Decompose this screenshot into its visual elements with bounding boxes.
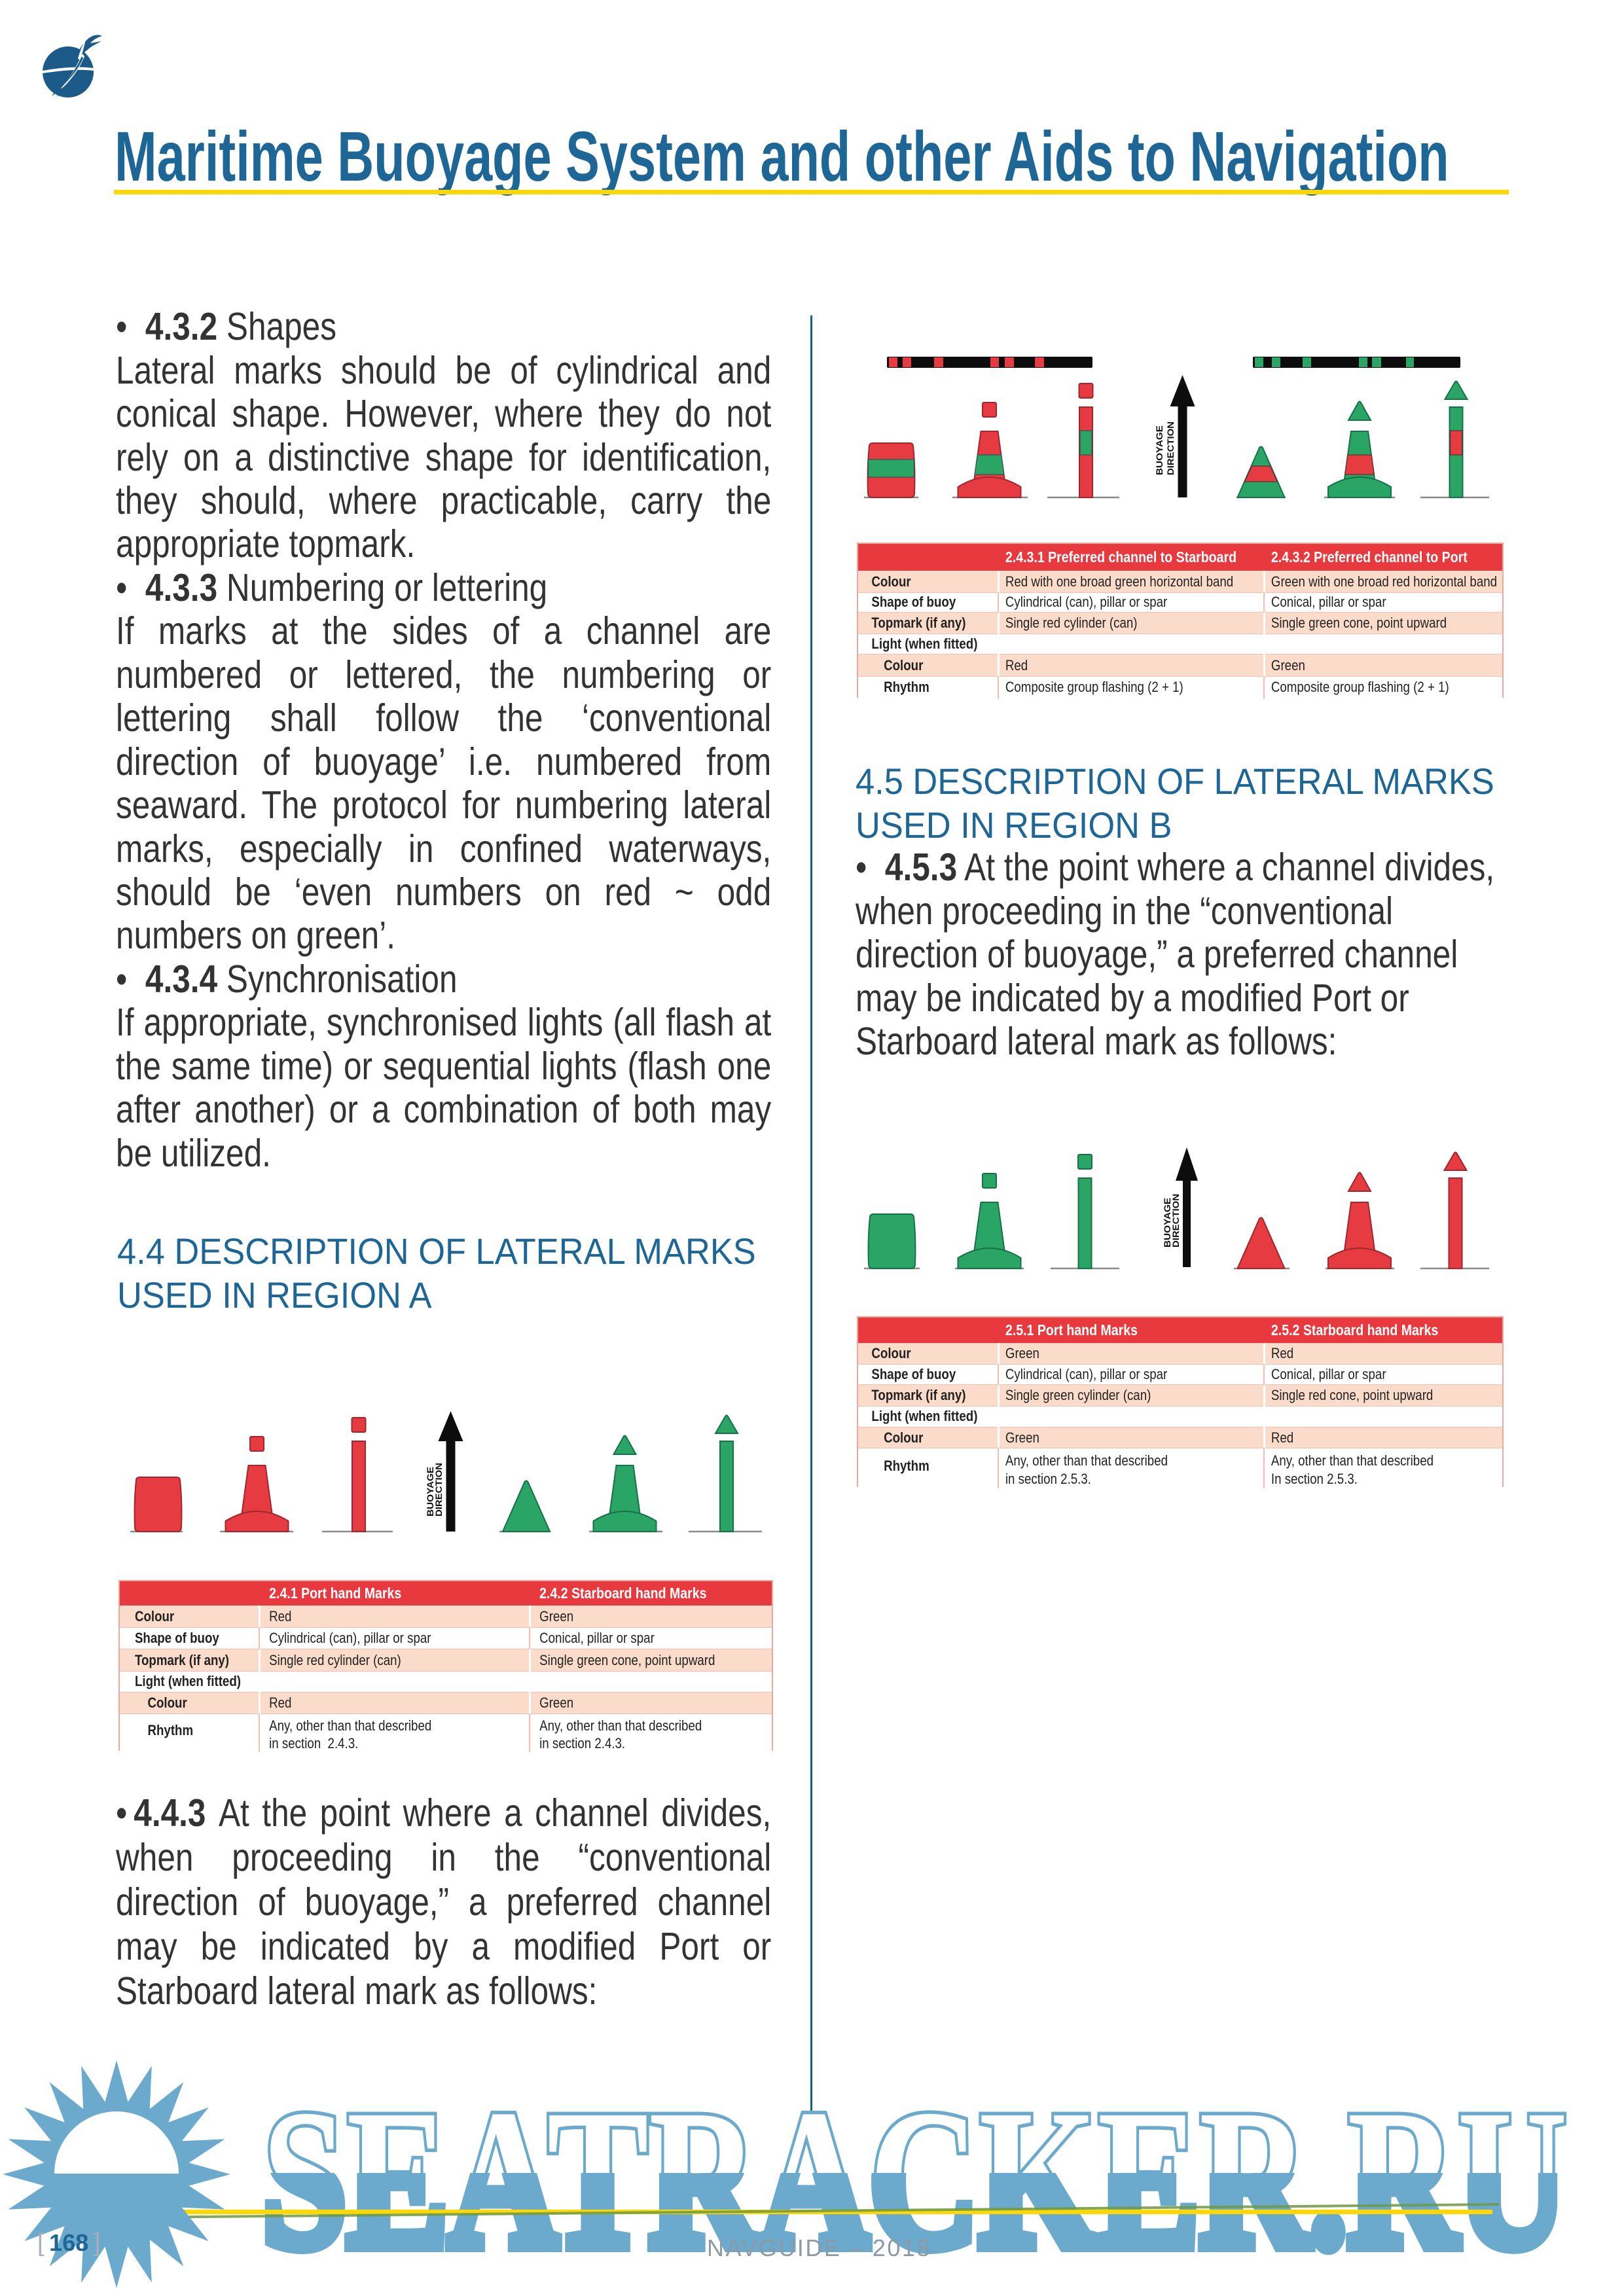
- svg-text:DIRECTION: DIRECTION: [1170, 1194, 1181, 1247]
- svg-text:SEATRACKER.RU: SEATRACKER.RU: [262, 2088, 1568, 2271]
- svg-text:DIRECTION: DIRECTION: [433, 1463, 444, 1516]
- svg-text:BUOYAGE: BUOYAGE: [1162, 1198, 1172, 1247]
- svg-text:DIRECTION: DIRECTION: [1165, 422, 1176, 475]
- svg-text:BUOYAGE: BUOYAGE: [425, 1467, 435, 1516]
- svg-text:SEATRACKER.RU: SEATRACKER.RU: [262, 2088, 1568, 2271]
- svg-text:BUOYAGE: BUOYAGE: [1154, 425, 1164, 475]
